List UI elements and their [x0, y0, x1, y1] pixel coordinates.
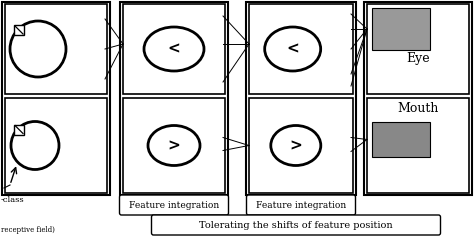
Bar	[123, 98, 225, 193]
Circle shape	[11, 122, 59, 170]
Text: Mouth: Mouth	[397, 102, 439, 114]
Text: Tolerating the shifts of feature position: Tolerating the shifts of feature positio…	[199, 220, 393, 229]
Bar	[249, 4, 353, 94]
Bar	[367, 98, 469, 193]
Ellipse shape	[271, 125, 321, 165]
Bar	[2, 2, 110, 195]
FancyBboxPatch shape	[119, 195, 228, 215]
FancyBboxPatch shape	[152, 215, 440, 235]
Bar	[123, 4, 225, 94]
Text: <: <	[168, 42, 181, 57]
Bar	[372, 122, 430, 157]
Bar	[246, 2, 356, 195]
Ellipse shape	[144, 27, 204, 71]
Bar	[372, 8, 430, 50]
Text: Eye: Eye	[406, 52, 430, 64]
FancyBboxPatch shape	[246, 195, 356, 215]
Bar	[120, 2, 228, 195]
Text: Feature integration: Feature integration	[256, 200, 346, 209]
Bar	[249, 98, 353, 193]
Bar	[14, 25, 24, 35]
Ellipse shape	[148, 125, 200, 165]
Text: receptive field): receptive field)	[1, 226, 55, 234]
Text: >: >	[168, 138, 181, 153]
Bar	[14, 124, 24, 134]
Circle shape	[10, 21, 66, 77]
Bar	[5, 4, 107, 94]
Text: <: <	[286, 42, 299, 57]
Text: >: >	[290, 138, 302, 153]
Ellipse shape	[264, 27, 321, 71]
Text: -class: -class	[1, 196, 25, 204]
Text: Feature integration: Feature integration	[129, 200, 219, 209]
Bar	[367, 4, 469, 94]
Bar	[364, 2, 472, 195]
Bar	[5, 98, 107, 193]
